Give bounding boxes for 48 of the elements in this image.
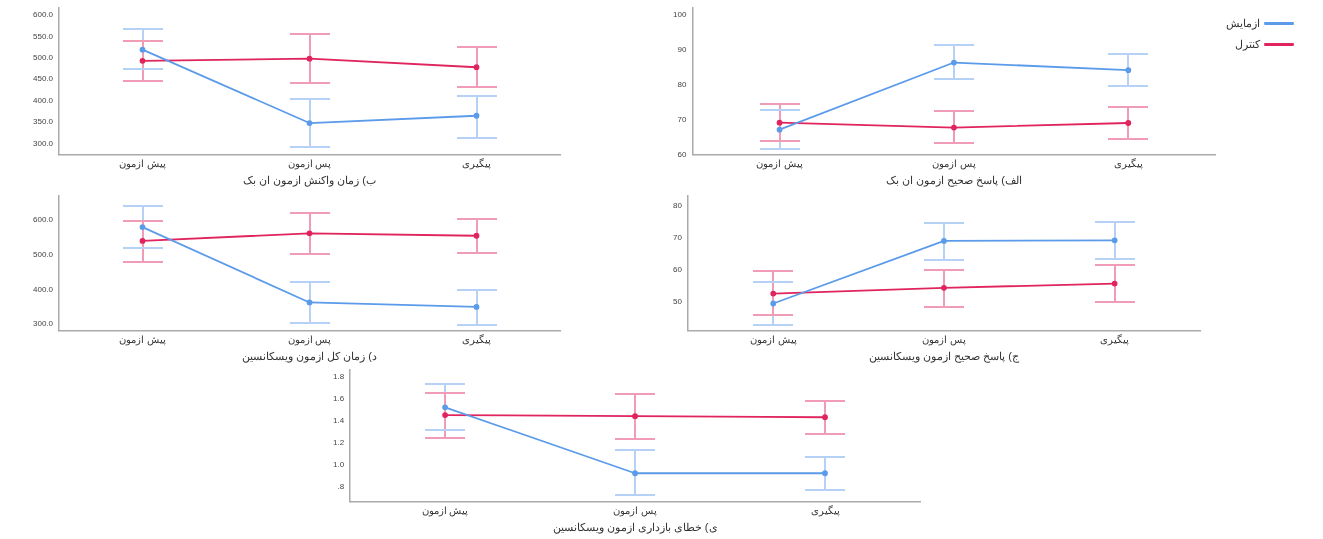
x-tick-label: پیش ازمون (421, 504, 469, 517)
y-tick-label: 50 (672, 297, 683, 307)
x-axis-title: ب) زمان واکنش ازمون ان بک (243, 174, 376, 188)
y-tick-label: 350.0 (32, 117, 54, 127)
x-tick-label: پیگیری (1100, 333, 1130, 346)
y-tick-label: 1.2 (333, 437, 345, 447)
y-tick-label: 100 (672, 10, 687, 20)
x-tick-label: پیگیری (1113, 157, 1143, 170)
x-axis-title: ج) پاسخ صحیح ازمون ویسکانسین (869, 350, 1020, 364)
legend-label: ازمایش (1225, 16, 1260, 30)
x-axis-title: ی) خطای بازداری ازمون ویسکانسین (552, 521, 718, 535)
y-tick-label: 70 (677, 115, 687, 125)
legend-label: کنترل (1234, 37, 1261, 51)
x-tick-label: پس ازمون (613, 504, 657, 517)
y-tick-label: 500.0 (32, 249, 54, 259)
y-tick-label: 1.4 (333, 415, 345, 425)
x-tick-label: پیگیری (462, 333, 491, 346)
y-tick-label: 400.0 (32, 284, 54, 294)
y-tick-label: 80 (672, 200, 683, 210)
y-tick-label: 400.0 (32, 95, 54, 105)
y-tick-label: 300.0 (32, 319, 54, 329)
y-tick-label: 60 (677, 150, 687, 159)
y-tick-label: 600.0 (32, 215, 54, 225)
x-tick-label: پیش ازمون (756, 157, 803, 170)
y-tick-label: .8 (337, 481, 345, 491)
y-tick-label: 500.0 (32, 52, 54, 62)
y-tick-label: 300.0 (32, 138, 54, 148)
x-tick-label: پیش ازمون (749, 333, 797, 346)
y-tick-label: 550.0 (32, 31, 54, 41)
x-tick-label: پس ازمون (287, 157, 332, 170)
x-axis-title: الف) پاسخ صحیح ازمون ان بک (885, 174, 1022, 188)
x-tick-label: پس ازمون (922, 333, 966, 346)
y-tick-label: 450.0 (32, 74, 54, 84)
x-tick-label: پیگیری (462, 157, 491, 170)
y-tick-label: 60 (672, 265, 683, 275)
x-tick-label: پس ازمون (287, 333, 332, 346)
x-axis-title: د) زمان کل ازمون ویسکانسین (242, 350, 377, 364)
x-tick-label: پیش ازمون (119, 157, 166, 170)
y-tick-label: 1.0 (333, 459, 345, 469)
y-tick-label: 1.6 (333, 393, 345, 403)
y-tick-label: 80 (677, 80, 687, 90)
y-tick-label: 600.0 (32, 10, 54, 20)
y-tick-label: 90 (677, 45, 687, 55)
y-tick-label: 70 (672, 232, 683, 242)
x-tick-label: پس ازمون (932, 157, 976, 170)
x-tick-label: پیگیری (810, 504, 840, 517)
x-tick-label: پیش ازمون (119, 333, 166, 346)
y-tick-label: 1.8 (333, 371, 345, 381)
